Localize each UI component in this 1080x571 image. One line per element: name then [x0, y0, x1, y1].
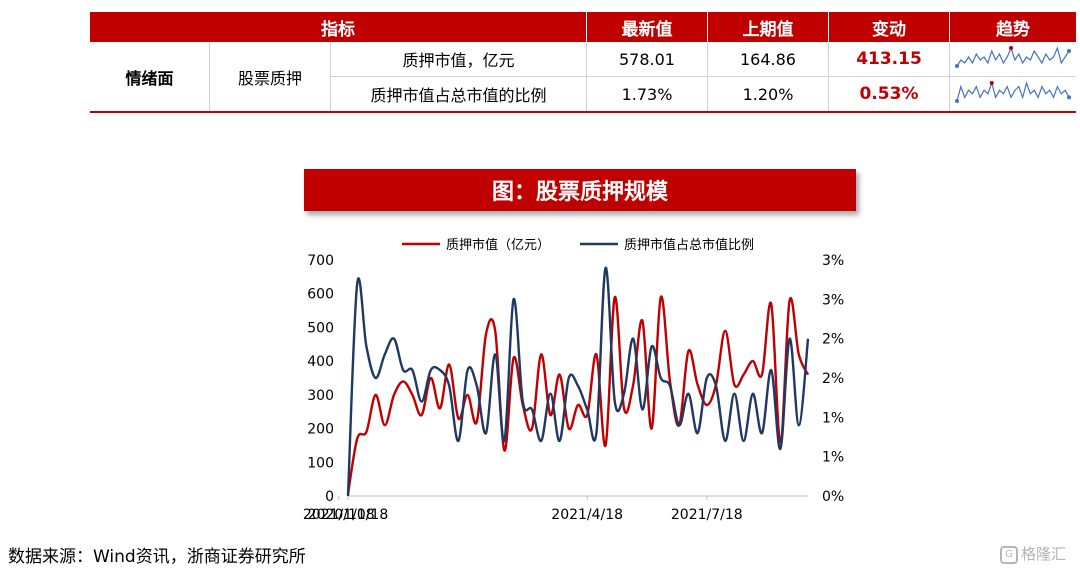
y-left-tick-label: 200 — [307, 422, 334, 438]
y-right-tick-label: 0% — [822, 489, 844, 505]
watermark: G 格隆汇 — [1000, 543, 1066, 564]
header-previous: 上期值 — [707, 12, 829, 42]
header-change: 变动 — [828, 12, 950, 42]
table-row: 情绪面 股票质押 质押市值，亿元 578.01 164.86 413.15 — [90, 42, 1076, 113]
row-change: 413.15 — [828, 42, 950, 77]
pledge-scale-chart: 0 100 200 300 400 500 600 700 0% 1% 1% 2% 2% 3% 3% 2020… — [303, 237, 844, 523]
y-left-tick-label: 0 — [325, 489, 334, 505]
sparkline-path — [956, 80, 1070, 102]
sparkline-svg — [955, 80, 1071, 103]
row-latest: 578.01 — [586, 42, 708, 77]
y-left-tick-label: 500 — [307, 320, 334, 336]
sparkline-max-marker — [989, 81, 994, 85]
y-left-tick-label: 600 — [307, 287, 334, 303]
y-right-tick-label: 3% — [822, 292, 844, 308]
row-name: 质押市值占总市值的比例 — [330, 76, 587, 113]
metrics-table: 指标 最新值 上期值 变动 趋势 情绪面 股票质押 质押市值，亿元 578.01… — [90, 12, 1076, 113]
y-right-tick-label: 2% — [822, 371, 844, 387]
y-left-tick-label: 300 — [307, 388, 334, 404]
x-tick-label: 2020/10/18 — [308, 507, 389, 523]
header-latest: 最新值 — [586, 12, 708, 42]
sparkline-path — [956, 46, 1070, 67]
legend-label: 质押市值占总市值比例 — [624, 237, 754, 253]
source-note: 数据来源：Wind资讯，浙商证券研究所 — [8, 547, 306, 567]
row-previous: 164.86 — [707, 42, 829, 77]
chart-title-banner: 图：股票质押规模 — [304, 169, 856, 211]
subcategory-cell: 股票质押 — [209, 42, 331, 113]
series-line-1 — [346, 266, 810, 497]
sparkline-start-marker — [955, 64, 959, 68]
trend-sparkline — [949, 42, 1076, 77]
category-cell: 情绪面 — [90, 42, 210, 113]
y-left-tick-label: 400 — [307, 354, 334, 370]
sparkline-max-marker — [1009, 46, 1014, 50]
series-line-0 — [346, 295, 810, 495]
watermark-logo-icon: G — [1000, 545, 1018, 564]
row-name: 质押市值，亿元 — [330, 42, 587, 77]
header-trend: 趋势 — [949, 12, 1076, 42]
y-right-tick-label: 1% — [822, 450, 844, 466]
table-row: 质押市值占总市值的比例 1.73% 1.20% 0.53% — [90, 76, 1076, 113]
trend-sparkline — [949, 76, 1076, 113]
y-right-tick-label: 1% — [822, 410, 844, 426]
x-tick-label: 2021/1/18 — [303, 507, 375, 523]
x-tick-label: 2021/4/18 — [551, 507, 623, 523]
y-right-tick-label: 3% — [822, 253, 844, 269]
sparkline-svg — [955, 46, 1071, 68]
y-left-tick-label: 700 — [307, 253, 334, 269]
watermark-text: 格隆汇 — [1021, 545, 1067, 563]
table-header-row: 指标 最新值 上期值 变动 趋势 — [90, 12, 1076, 42]
y-right-tick-label: 2% — [822, 332, 844, 348]
sparkline-end-marker — [1067, 49, 1071, 53]
row-previous: 1.20% — [707, 76, 829, 113]
x-tick-label: 2021/7/18 — [671, 507, 743, 523]
legend-label: 质押市值（亿元） — [446, 237, 550, 253]
y-left-tick-label: 100 — [307, 455, 334, 471]
row-change: 0.53% — [828, 76, 950, 113]
sparkline-start-marker — [955, 99, 959, 103]
header-indicator: 指标 — [90, 12, 587, 42]
sparkline-end-marker — [1067, 95, 1071, 100]
row-latest: 1.73% — [586, 76, 708, 113]
